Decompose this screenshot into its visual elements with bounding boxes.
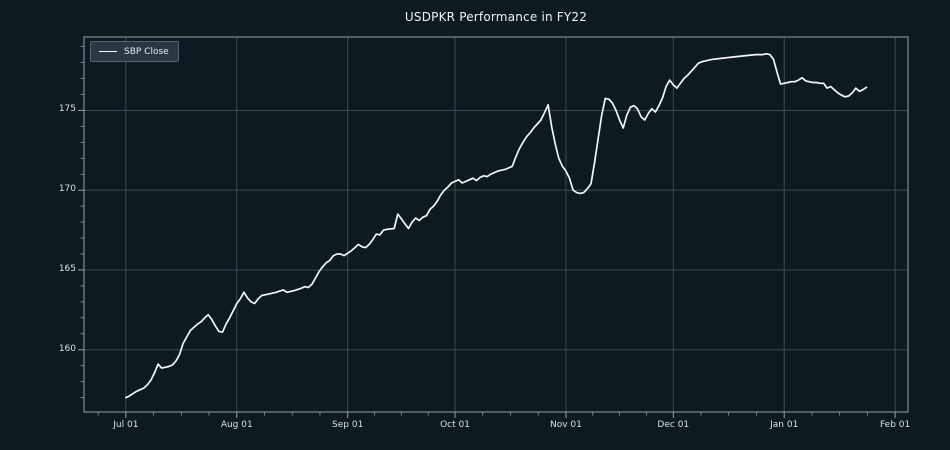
legend-line-sample xyxy=(99,51,117,52)
x-tick-label: Oct 01 xyxy=(440,420,470,430)
x-tick-label: Jan 01 xyxy=(770,420,799,430)
y-tick-label: 175 xyxy=(58,104,76,115)
plot-spines xyxy=(83,36,909,413)
chart-title: USDPKR Performance in FY22 xyxy=(404,10,588,24)
legend-label: SBP Close xyxy=(124,46,169,57)
x-tick-label: Aug 01 xyxy=(220,420,253,430)
x-tick-label: Feb 01 xyxy=(879,420,911,430)
x-tick-label: Sep 01 xyxy=(332,420,364,430)
x-tick-label: Jul 01 xyxy=(113,420,139,430)
x-tick-label: Nov 01 xyxy=(549,420,582,430)
x-tick-label: Dec 01 xyxy=(657,420,690,430)
legend-box: SBP Close xyxy=(90,41,179,62)
y-tick-label: 170 xyxy=(58,184,76,195)
sbp-close-line xyxy=(125,52,868,399)
y-tick-label: 165 xyxy=(58,263,76,274)
y-tick-label: 160 xyxy=(58,343,76,354)
